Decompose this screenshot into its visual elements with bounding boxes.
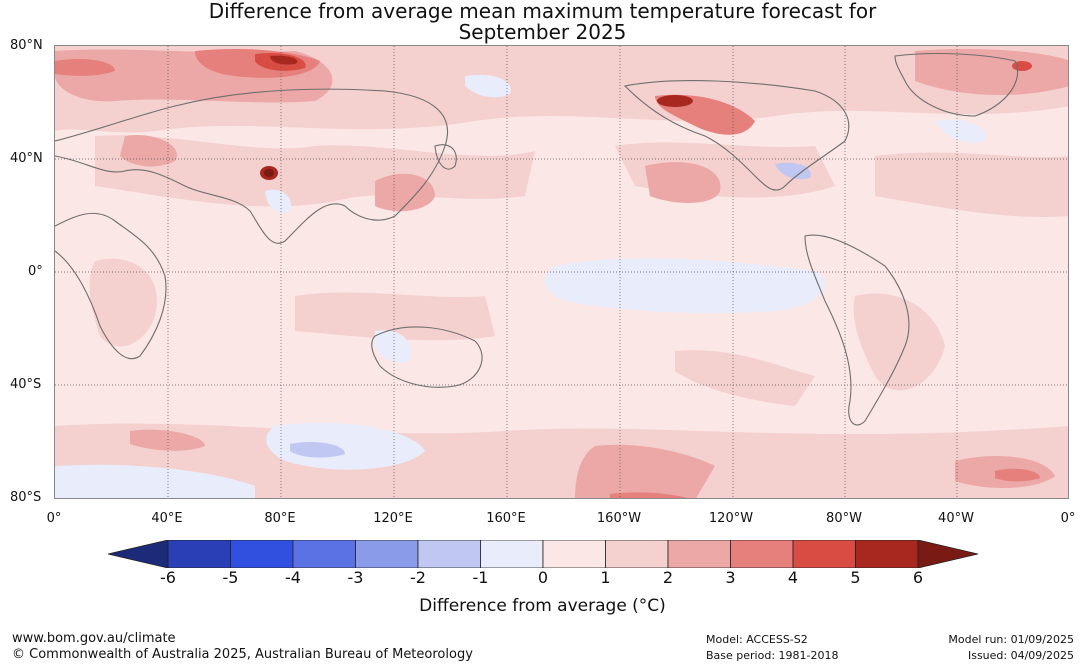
lat-label-80s: 80°S bbox=[10, 490, 42, 505]
lon-label-120w: 120°W bbox=[708, 511, 754, 526]
lat-label-80n: 80°N bbox=[10, 38, 43, 53]
colorbar bbox=[108, 540, 978, 568]
colorbar-tick-label: -6 bbox=[160, 568, 176, 587]
map-canvas bbox=[55, 46, 1068, 498]
colorbar-segment bbox=[355, 540, 419, 568]
model-run-text: Model run: 01/09/2025 bbox=[948, 633, 1074, 646]
lon-label-80w: 80°W bbox=[826, 511, 862, 526]
colorbar-tick-label: -1 bbox=[472, 568, 489, 587]
lon-label-40e: 40°E bbox=[151, 511, 183, 526]
colorbar-tick-label: -4 bbox=[285, 568, 301, 587]
colorbar-segment bbox=[667, 540, 731, 568]
lat-label-equator: 0° bbox=[28, 264, 43, 279]
colorbar-segment bbox=[167, 540, 231, 568]
colorbar-segment bbox=[417, 540, 481, 568]
colorbar-segment bbox=[230, 540, 294, 568]
lon-label-80e: 80°E bbox=[264, 511, 296, 526]
colorbar-tick-label: -5 bbox=[222, 568, 239, 587]
lon-label-160w: 160°W bbox=[596, 511, 642, 526]
lon-label-40w: 40°W bbox=[938, 511, 974, 526]
colorbar-extend-high bbox=[917, 540, 978, 568]
lon-label-0-east: 0° bbox=[1060, 511, 1076, 526]
lon-label-0: 0° bbox=[46, 511, 62, 526]
website-text: www.bom.gov.au/climate bbox=[12, 631, 176, 646]
lon-label-160e: 160°E bbox=[486, 511, 526, 526]
map-title-line2: September 2025 bbox=[458, 20, 627, 44]
colorbar-tick-label: 5 bbox=[850, 568, 861, 587]
temperature-anomaly-map bbox=[54, 45, 1069, 499]
lat-label-40n: 40°N bbox=[10, 151, 43, 166]
colorbar-segment bbox=[730, 540, 794, 568]
colorbar-tick-label: 3 bbox=[725, 568, 736, 587]
colorbar-label: Difference from average (°C) bbox=[419, 596, 666, 616]
colorbar-segment bbox=[542, 540, 606, 568]
colorbar-tick-label: -2 bbox=[410, 568, 426, 587]
colorbar-tick-label: 0 bbox=[537, 568, 549, 587]
colorbar-segment bbox=[292, 540, 356, 568]
issued-text: Issued: 04/09/2025 bbox=[967, 649, 1074, 662]
colorbar-segment bbox=[855, 540, 919, 568]
colorbar-extend-low bbox=[108, 540, 169, 568]
copyright-text: © Commonwealth of Australia 2025, Austra… bbox=[12, 647, 473, 662]
model-text: Model: ACCESS-S2 bbox=[706, 633, 808, 646]
lon-label-120e: 120°E bbox=[373, 511, 413, 526]
map-title-line1: Difference from average mean maximum tem… bbox=[208, 0, 877, 23]
colorbar-segment bbox=[792, 540, 856, 568]
colorbar-tick-label: 4 bbox=[787, 568, 799, 587]
colorbar-segment bbox=[605, 540, 669, 568]
colorbar-tick-label: 6 bbox=[912, 568, 924, 587]
colorbar-segment bbox=[480, 540, 544, 568]
colorbar-tick-label: 1 bbox=[600, 568, 611, 587]
lat-label-40s: 40°S bbox=[10, 377, 42, 392]
colorbar-tick-label: -3 bbox=[347, 568, 364, 587]
base-period-text: Base period: 1981-2018 bbox=[706, 649, 839, 662]
colorbar-tick-label: 2 bbox=[662, 568, 674, 587]
